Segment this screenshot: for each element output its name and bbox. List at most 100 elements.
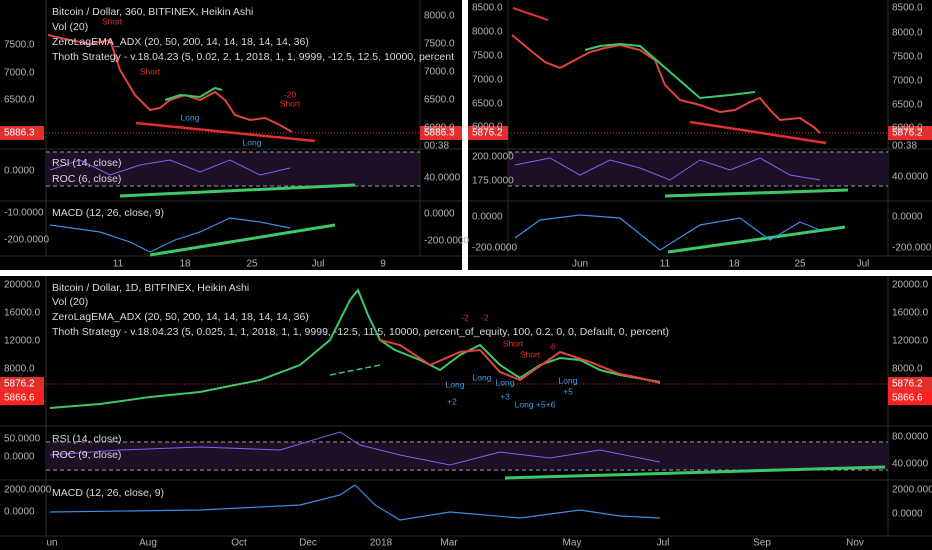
date-label: Dec (299, 538, 317, 549)
price-axis-label: 16000.0 (4, 308, 41, 319)
price-axis-label: 6000.0 (892, 123, 923, 134)
last-price: 5886.3 (424, 128, 455, 139)
macd-axis-label: 2000.0000 (892, 485, 932, 496)
signal: -2 (481, 312, 489, 322)
price-axis-label: 7500.0 (892, 52, 923, 63)
price-axis-label: 12000.0 (4, 336, 41, 347)
osc-axis-label: -10.0000 (4, 208, 44, 219)
date-label: May (563, 538, 582, 549)
price-paths (47, 7, 886, 521)
date-label: 18 (179, 259, 191, 270)
osc-axis-label: 80.0000 (892, 432, 929, 443)
indicator-legend: Vol (20) (52, 21, 88, 33)
date-label: 11 (660, 259, 671, 270)
rsi-zone (508, 152, 888, 186)
signal: Short (140, 66, 161, 76)
signal: +2 (447, 396, 457, 406)
macd-axis-label: -200.0000 (424, 236, 469, 247)
oscillator-legend: RSI (14, close) (52, 433, 121, 445)
last-price: 5876.2 (892, 379, 923, 390)
osc-axis-label: 40.0000 (892, 172, 929, 183)
date-label: 25 (246, 259, 258, 270)
macd-axis-label: 0.0000 (892, 509, 923, 520)
osc-axis-label: 40.0000 (424, 173, 461, 184)
date-label: Oct (231, 538, 247, 549)
macd-axis-label: 0.0000 (892, 212, 923, 223)
osc-axis-label: 40.0000 (892, 459, 929, 470)
oscillator-legend: RSI (14, close) (52, 157, 121, 169)
osc-axis-label: 0.0000 (4, 166, 35, 177)
panel-bg (0, 0, 462, 270)
signal: Long +5+6 (515, 399, 556, 409)
osc-axis-label: 50.0000 (4, 434, 41, 445)
macd-legend: MACD (12, 26, close, 9) (52, 207, 164, 219)
price-axis-label: 6000.0 (472, 122, 503, 133)
countdown: 00:38 (892, 141, 917, 152)
price-axis-label: 6500.0 (4, 95, 35, 106)
price-axis-label: 8000.0 (892, 28, 923, 39)
signal: Long (473, 372, 492, 382)
indicator-legend: ZeroLagEMA_ADX (20, 50, 200, 14, 14, 18,… (52, 311, 309, 323)
oscillator-legend: ROC (6, close) (52, 173, 121, 185)
date-label: Mar (440, 538, 458, 549)
rsi-zone (46, 152, 420, 186)
osc-axis-label: 200.0000 (472, 152, 514, 163)
macd-axis-label: -200.0000 (472, 243, 517, 254)
signal: Short (280, 98, 301, 108)
date-label: Jun (572, 259, 588, 270)
price-axis-label: 16000.0 (892, 308, 929, 319)
indicator-legend: Thoth Strategy - v.18.04.23 (5, 0.02, 2,… (52, 51, 454, 63)
osc-axis-label: 175.0000 (472, 176, 514, 187)
macd-axis-label: 0.0000 (472, 212, 503, 223)
signal: Long (181, 112, 200, 122)
indicator-legend: ZeroLagEMA_ADX (20, 50, 200, 14, 14, 18,… (52, 36, 309, 48)
signal: Short (102, 16, 123, 26)
price-axis-label: 7000.0 (472, 75, 503, 86)
price-axis-label: 7500.0 (472, 51, 503, 62)
legend-title: Bitcoin / Dollar, 360, BITFINEX, Heikin … (52, 6, 253, 18)
last-price: 5876.2 (472, 128, 503, 139)
date-label: Aug (139, 538, 157, 549)
macd-axis-label: 0.0000 (424, 209, 455, 220)
last-price: 5876.2 (4, 379, 35, 390)
signal: Short (520, 349, 541, 359)
last-price: 5886.3 (4, 128, 35, 139)
date-label: un (46, 538, 57, 549)
signal: +3 (500, 391, 510, 401)
price-axis-label: 6500.0 (472, 99, 503, 110)
signal: Long (243, 137, 262, 147)
countdown: 00:38 (424, 141, 449, 152)
last-price: 5876.2 (892, 128, 923, 139)
price-axis-label: 7000.0 (892, 76, 923, 87)
price-axis-label: 7500.0 (424, 39, 455, 50)
signal: +5 (563, 386, 573, 396)
signal: -2 (461, 312, 469, 322)
date-label: 2018 (370, 538, 393, 549)
prev-price: 5866.6 (892, 393, 923, 404)
price-axis-label: 6000.0 (424, 123, 455, 134)
price-boxes (0, 126, 932, 405)
oscillator-legend: ROC (9, close) (52, 449, 121, 461)
rsi-zone (46, 442, 888, 470)
date-label: Jul (312, 259, 325, 270)
osc-axis-label: 0.0000 (4, 452, 35, 463)
macd-legend: MACD (12, 26, close, 9) (52, 487, 164, 499)
macd-axis-label: -200.0000 (4, 235, 49, 246)
date-label: 18 (728, 259, 740, 270)
date-label: Jul (857, 259, 870, 270)
price-axis-label: 6500.0 (424, 95, 455, 106)
date-label: 9 (380, 259, 386, 270)
price-axis-label: 7000.0 (4, 68, 35, 79)
panel-bg (0, 276, 932, 550)
macd-axis-label: 0.0000 (4, 507, 35, 518)
signal: Long (446, 379, 465, 389)
date-label: 25 (794, 259, 806, 270)
price-axis-label: 8000.0 (424, 11, 455, 22)
date-label: Jul (657, 538, 670, 549)
indicator-legend: Thoth Strategy - v.18.04.23 (5, 0.025, 1… (52, 326, 669, 338)
price-axis-label: 8000.0 (4, 364, 35, 375)
price-axis-label: 12000.0 (892, 336, 929, 347)
signal: -6 (548, 341, 556, 351)
price-axis-label: 20000.0 (892, 280, 929, 291)
price-axis-label: 7000.0 (424, 67, 455, 78)
